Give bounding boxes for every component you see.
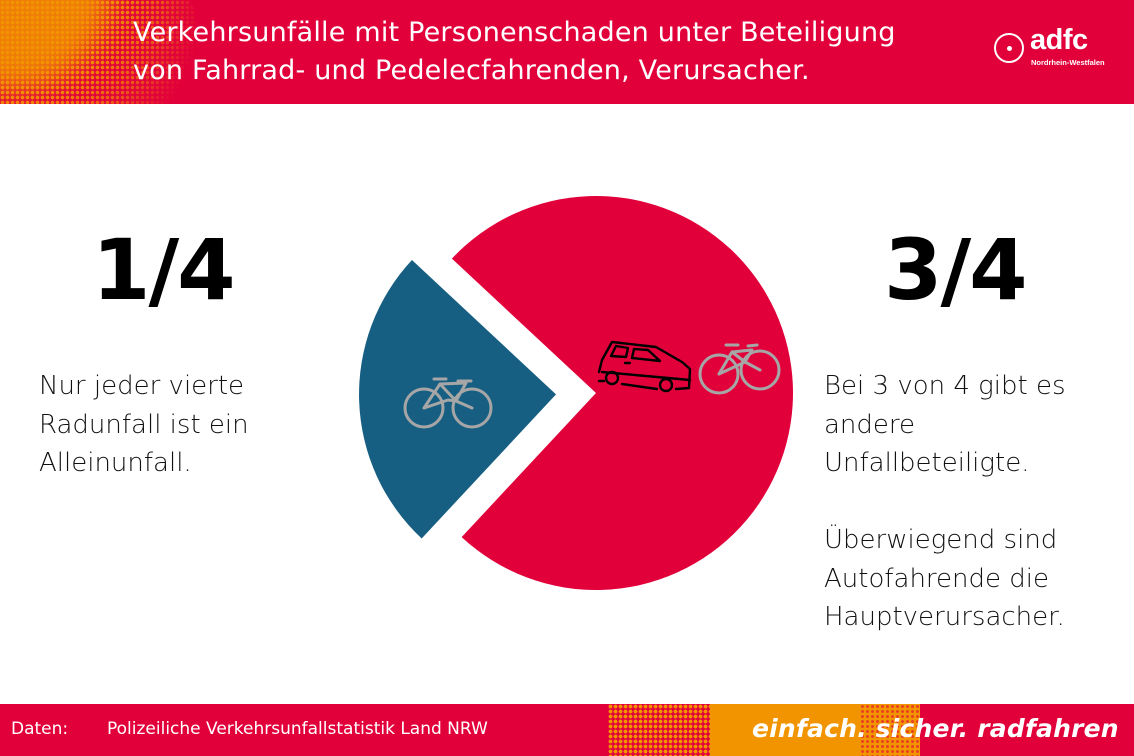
description-line: Alleinunfall. [39,448,192,478]
bicycle-icon [403,377,493,429]
title-line-1: Verkehrsunfälle mit Personenschaden unte… [133,17,896,48]
data-source: Polizeiliche Verkehrsunfallstatistik Lan… [107,719,488,739]
description-line: Autofahrende die [824,563,1050,594]
wheel-logo-icon [994,33,1024,63]
fraction-other-parties: 3/4 [884,221,1028,319]
description-line: Nur jeder vierte [39,371,245,401]
description-single-accidents: Nur jeder vierte Radunfall ist ein Allei… [39,367,249,483]
logo-wordmark: adfc [1030,24,1088,56]
header-banner: Verkehrsunfälle mit Personenschaden unte… [0,0,1134,104]
description-line: andere [824,409,916,440]
description-line: Überwiegend sind [824,525,1058,555]
pie-slice-other-parties [451,195,793,590]
slogan: einfach. sicher. radfahren [752,714,1119,743]
chart-title: Verkehrsunfälle mit Personenschaden unte… [133,14,953,90]
description-line: Hauptverursacher. [824,602,1065,632]
brand-band [920,704,1134,756]
car-icon [597,340,692,393]
description-other-parties: Bei 3 von 4 gibt es andere Unfallbeteili… [824,367,1066,637]
description-line: Radunfall ist ein [39,409,249,440]
footer-banner: Daten: Polizeiliche Verkehrsunfallstatis… [0,704,1134,756]
halftone-dots [0,0,200,104]
data-source-label: Daten: [11,719,69,739]
logo-subtitle: Nordrhein-Westfalen [1031,58,1105,67]
bicycle-icon [698,343,781,395]
adfc-logo: adfc Nordrhein-Westfalen [994,24,1124,76]
fraction-single-accidents: 1/4 [92,221,236,319]
description-line: Bei 3 von 4 gibt es [824,371,1066,401]
title-line-2: von Fahrrad- und Pedelecfahrenden, Verur… [133,55,810,86]
description-line: Unfallbeteiligte. [824,448,1030,478]
